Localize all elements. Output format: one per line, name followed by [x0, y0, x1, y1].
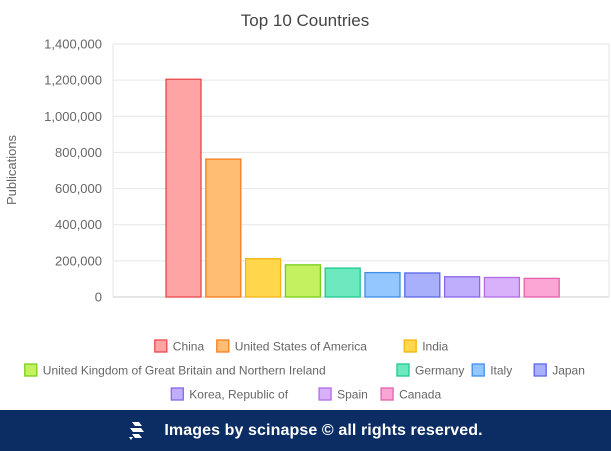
bar-chart: Top 10 Countries Publications 0 200,000 40… — [4, 11, 610, 402]
legend-label: United States of America — [235, 340, 367, 354]
legend-swatch — [318, 387, 332, 401]
legend-label: Italy — [490, 364, 512, 378]
y-tick-label: 1,400,000 — [44, 37, 102, 52]
bar — [364, 271, 401, 298]
bar — [483, 276, 521, 298]
bar — [244, 258, 282, 298]
y-tick-label: 200,000 — [55, 253, 102, 268]
legend-swatch — [24, 363, 38, 377]
legend-swatch — [170, 387, 184, 401]
y-axis-label: Publications — [4, 134, 19, 205]
legend-swatch — [216, 339, 230, 353]
bar — [523, 277, 560, 298]
legend-label: Spain — [337, 388, 368, 402]
y-tick-labels: 0 200,000 400,000 600,000 800,000 1,000,000 1,… — [44, 37, 102, 305]
scinapse-logo-icon — [128, 421, 146, 441]
y-tick-label: 600,000 — [55, 181, 102, 196]
y-tick-label: 1,200,000 — [44, 73, 102, 88]
chart-title: Top 10 Countries — [241, 11, 370, 30]
legend-swatch — [380, 387, 394, 401]
legend-swatch — [154, 339, 168, 353]
legend-label: China — [173, 340, 205, 354]
y-tick-label: 1,000,000 — [44, 109, 102, 124]
y-tick-label: 800,000 — [55, 145, 102, 160]
legend-label: Canada — [399, 388, 441, 402]
legend-label: Germany — [415, 364, 464, 378]
bar — [205, 158, 242, 298]
bar — [324, 267, 361, 298]
bar — [165, 78, 202, 298]
bar — [284, 264, 322, 298]
legend-swatch — [403, 339, 417, 353]
footer-text: Images by scinapse © all rights reserved… — [164, 421, 483, 439]
legend-label: India — [422, 340, 448, 354]
legend-swatch — [396, 363, 410, 377]
legend-label: Japan — [552, 364, 585, 378]
y-tick-label: 0 — [95, 290, 102, 305]
bar — [404, 272, 441, 298]
legend-label: United Kingdom of Great Britain and Nort… — [43, 364, 326, 378]
legend: China United States of America India United… — [24, 339, 585, 402]
bars — [165, 78, 560, 298]
chart: Top 10 Countries Publications 0 200,000 40… — [4, 11, 610, 402]
footer-banner: Images by scinapse © all rights reserved… — [0, 410, 611, 451]
legend-label: Korea, Republic of — [189, 388, 288, 402]
bar — [443, 276, 481, 298]
legend-swatch — [533, 363, 547, 377]
y-tick-label: 400,000 — [55, 217, 102, 232]
legend-swatch — [471, 363, 485, 377]
